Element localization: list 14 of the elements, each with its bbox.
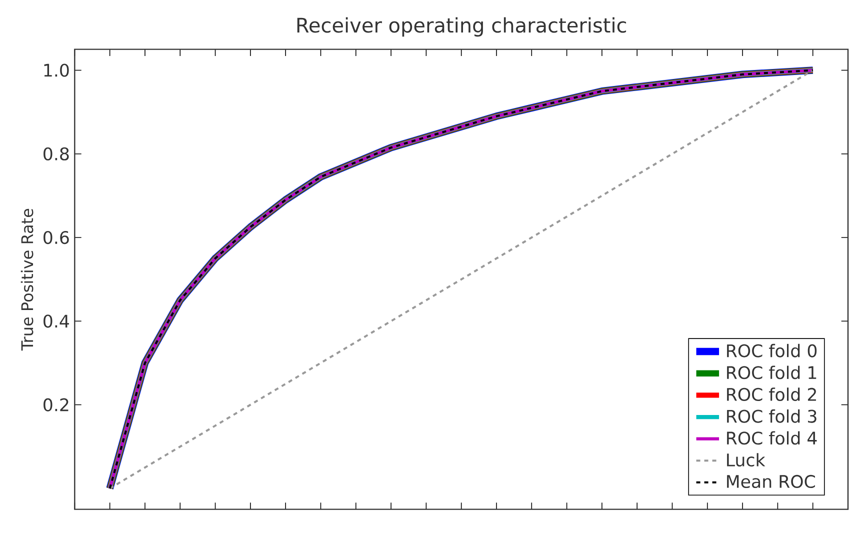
legend-label: Luck (727, 452, 766, 466)
y-tick-label: 0.6 (44, 230, 69, 244)
y-tick-label: 0.8 (44, 147, 69, 160)
y-tick-label: 0.4 (44, 314, 69, 328)
legend-label: ROC fold 0 (727, 344, 817, 358)
y-tick-label: 0.2 (44, 398, 68, 412)
legend-label: ROC fold 4 (727, 431, 817, 445)
legend-label: ROC fold 2 (727, 387, 816, 401)
y-tick-label: 1.0 (44, 64, 69, 77)
legend-label: ROC fold 3 (727, 409, 816, 423)
chart-title: Receiver operating characteristic (297, 17, 626, 36)
legend-label: Mean ROC (727, 474, 815, 488)
y-axis-title: True Positive Rate (20, 208, 34, 350)
legend-label: ROC fold 1 (727, 366, 816, 380)
